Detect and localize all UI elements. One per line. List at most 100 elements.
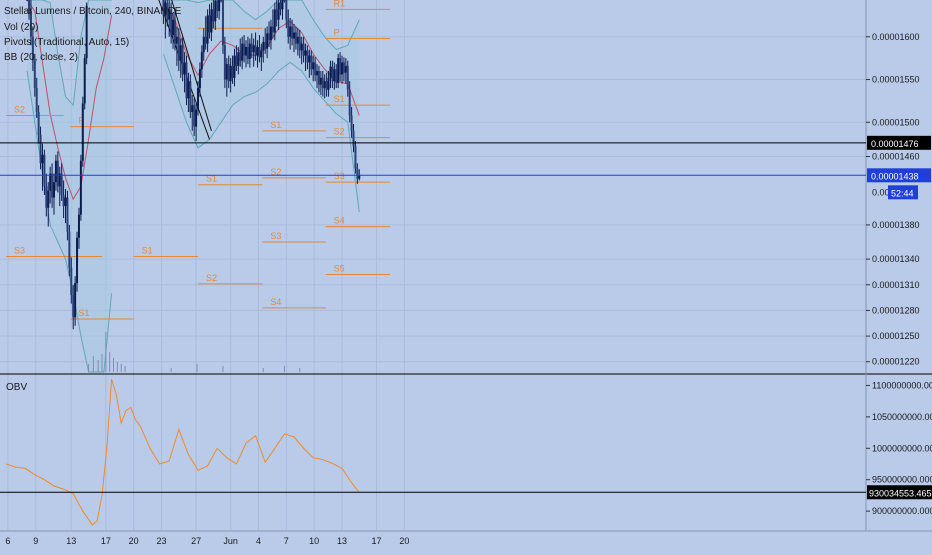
price-tick-label: 0.00001220 bbox=[872, 357, 920, 367]
candle-body bbox=[229, 65, 232, 82]
volume-bar bbox=[88, 364, 90, 372]
candle-body bbox=[33, 60, 36, 89]
candle-body bbox=[346, 65, 349, 90]
candle-body bbox=[227, 64, 230, 82]
pivot-label-s2: S2 bbox=[206, 273, 217, 283]
pivot-label-s2: S2 bbox=[14, 104, 25, 114]
pivot-label-s1: S1 bbox=[206, 174, 217, 184]
time-tick-label: 17 bbox=[101, 536, 111, 546]
candle-body bbox=[352, 130, 355, 147]
candle-body bbox=[308, 55, 311, 63]
candle-body bbox=[233, 55, 236, 78]
candle-body bbox=[202, 36, 205, 53]
pivot-label-s3: S3 bbox=[270, 231, 281, 241]
volume-bar bbox=[116, 362, 118, 372]
candle-body bbox=[302, 43, 305, 56]
volume-bar bbox=[101, 354, 103, 372]
obv-tick-label: 1050000000.0000 bbox=[872, 412, 932, 422]
candle-body bbox=[45, 186, 48, 208]
candle-body bbox=[287, 19, 290, 37]
candle-body bbox=[293, 32, 295, 39]
time-tick-label: 13 bbox=[337, 536, 347, 546]
time-tick-label: 4 bbox=[256, 536, 261, 546]
time-tick-label: 20 bbox=[129, 536, 139, 546]
candle-body bbox=[341, 62, 343, 75]
time-tick-label: 17 bbox=[372, 536, 382, 546]
candle-body bbox=[241, 43, 244, 61]
candle-body bbox=[291, 26, 294, 39]
candle-body bbox=[358, 175, 361, 179]
candle-body bbox=[279, 2, 282, 10]
candle-body bbox=[68, 231, 71, 268]
candle-body bbox=[262, 41, 265, 51]
candle-body bbox=[321, 77, 324, 89]
candle-body bbox=[166, 2, 169, 20]
time-tick-label: 6 bbox=[5, 536, 10, 546]
candle-body bbox=[208, 15, 211, 33]
obv-tick-label: 1100000000.0000 bbox=[872, 380, 932, 390]
candle-body bbox=[183, 62, 186, 75]
candle-body bbox=[200, 52, 203, 70]
candle-body bbox=[51, 173, 54, 198]
candle-body bbox=[243, 43, 246, 56]
candle-body bbox=[258, 47, 261, 58]
candle-body bbox=[342, 62, 345, 73]
bollinger-fill bbox=[163, 0, 360, 213]
volume-bar bbox=[299, 368, 301, 372]
pivot-label-s1: S1 bbox=[270, 120, 281, 130]
price-tick-label: 0.00001550 bbox=[872, 75, 920, 85]
candle-body bbox=[39, 135, 42, 164]
current-price-partial: 0.00 bbox=[872, 187, 890, 197]
volume-layer bbox=[88, 332, 301, 372]
candle-layer bbox=[26, 0, 361, 330]
bollinger-fill bbox=[27, 0, 112, 372]
candle-body bbox=[312, 62, 315, 70]
candle-body bbox=[237, 52, 240, 66]
candle-body bbox=[325, 81, 328, 90]
candle-body bbox=[62, 194, 65, 207]
candle-body bbox=[64, 197, 67, 207]
candle-body bbox=[212, 9, 215, 22]
candle-body bbox=[41, 154, 44, 164]
pivot-label-s2: S2 bbox=[270, 167, 281, 177]
candle-body bbox=[268, 33, 271, 41]
pivot-label-s4: S4 bbox=[270, 297, 281, 307]
price-tick-label: 0.00001380 bbox=[872, 220, 920, 230]
candle-body bbox=[172, 19, 175, 36]
candle-body bbox=[28, 0, 31, 12]
candle-body bbox=[348, 89, 351, 116]
candle-body bbox=[221, 0, 224, 46]
pivot-label-s1: S1 bbox=[334, 94, 345, 104]
time-tick-label: 20 bbox=[399, 536, 409, 546]
chart-legend: Stellar Lumens / Bitcoin, 240, BINANCE V… bbox=[4, 6, 182, 393]
candle-body bbox=[43, 154, 46, 187]
candle-body bbox=[179, 45, 182, 61]
volume-bar bbox=[196, 364, 198, 372]
time-tick-label: 10 bbox=[309, 536, 319, 546]
obv-tick-label: 900000000.0000 bbox=[872, 506, 932, 516]
candle-body bbox=[218, 0, 221, 12]
volume-bar bbox=[92, 356, 94, 372]
time-tick-label: Jun bbox=[223, 536, 238, 546]
candle-body bbox=[239, 52, 242, 61]
obv-line bbox=[5, 378, 360, 526]
candle-body bbox=[356, 168, 359, 179]
candle-body bbox=[231, 65, 234, 78]
candle-body bbox=[70, 267, 73, 296]
candle-body bbox=[181, 45, 184, 75]
candle-body bbox=[214, 0, 217, 22]
price-tick-label: 0.00001600 bbox=[872, 32, 920, 42]
time-tick-label: 23 bbox=[157, 536, 167, 546]
candle-body bbox=[191, 105, 194, 113]
candle-body bbox=[277, 2, 280, 20]
obv-tick-label: 1000000000.0000 bbox=[872, 443, 932, 453]
candle-body bbox=[72, 295, 75, 318]
legend-symbol: Stellar Lumens / Bitcoin, 240, BINANCE bbox=[4, 6, 182, 17]
volume-bar bbox=[105, 332, 107, 372]
candle-body bbox=[252, 45, 255, 53]
candle-body bbox=[81, 103, 84, 161]
legend-volume: Vol (20) bbox=[4, 22, 38, 33]
countdown-label: 52:44 bbox=[891, 188, 914, 198]
candle-body bbox=[246, 47, 249, 60]
candle-body bbox=[250, 43, 253, 53]
